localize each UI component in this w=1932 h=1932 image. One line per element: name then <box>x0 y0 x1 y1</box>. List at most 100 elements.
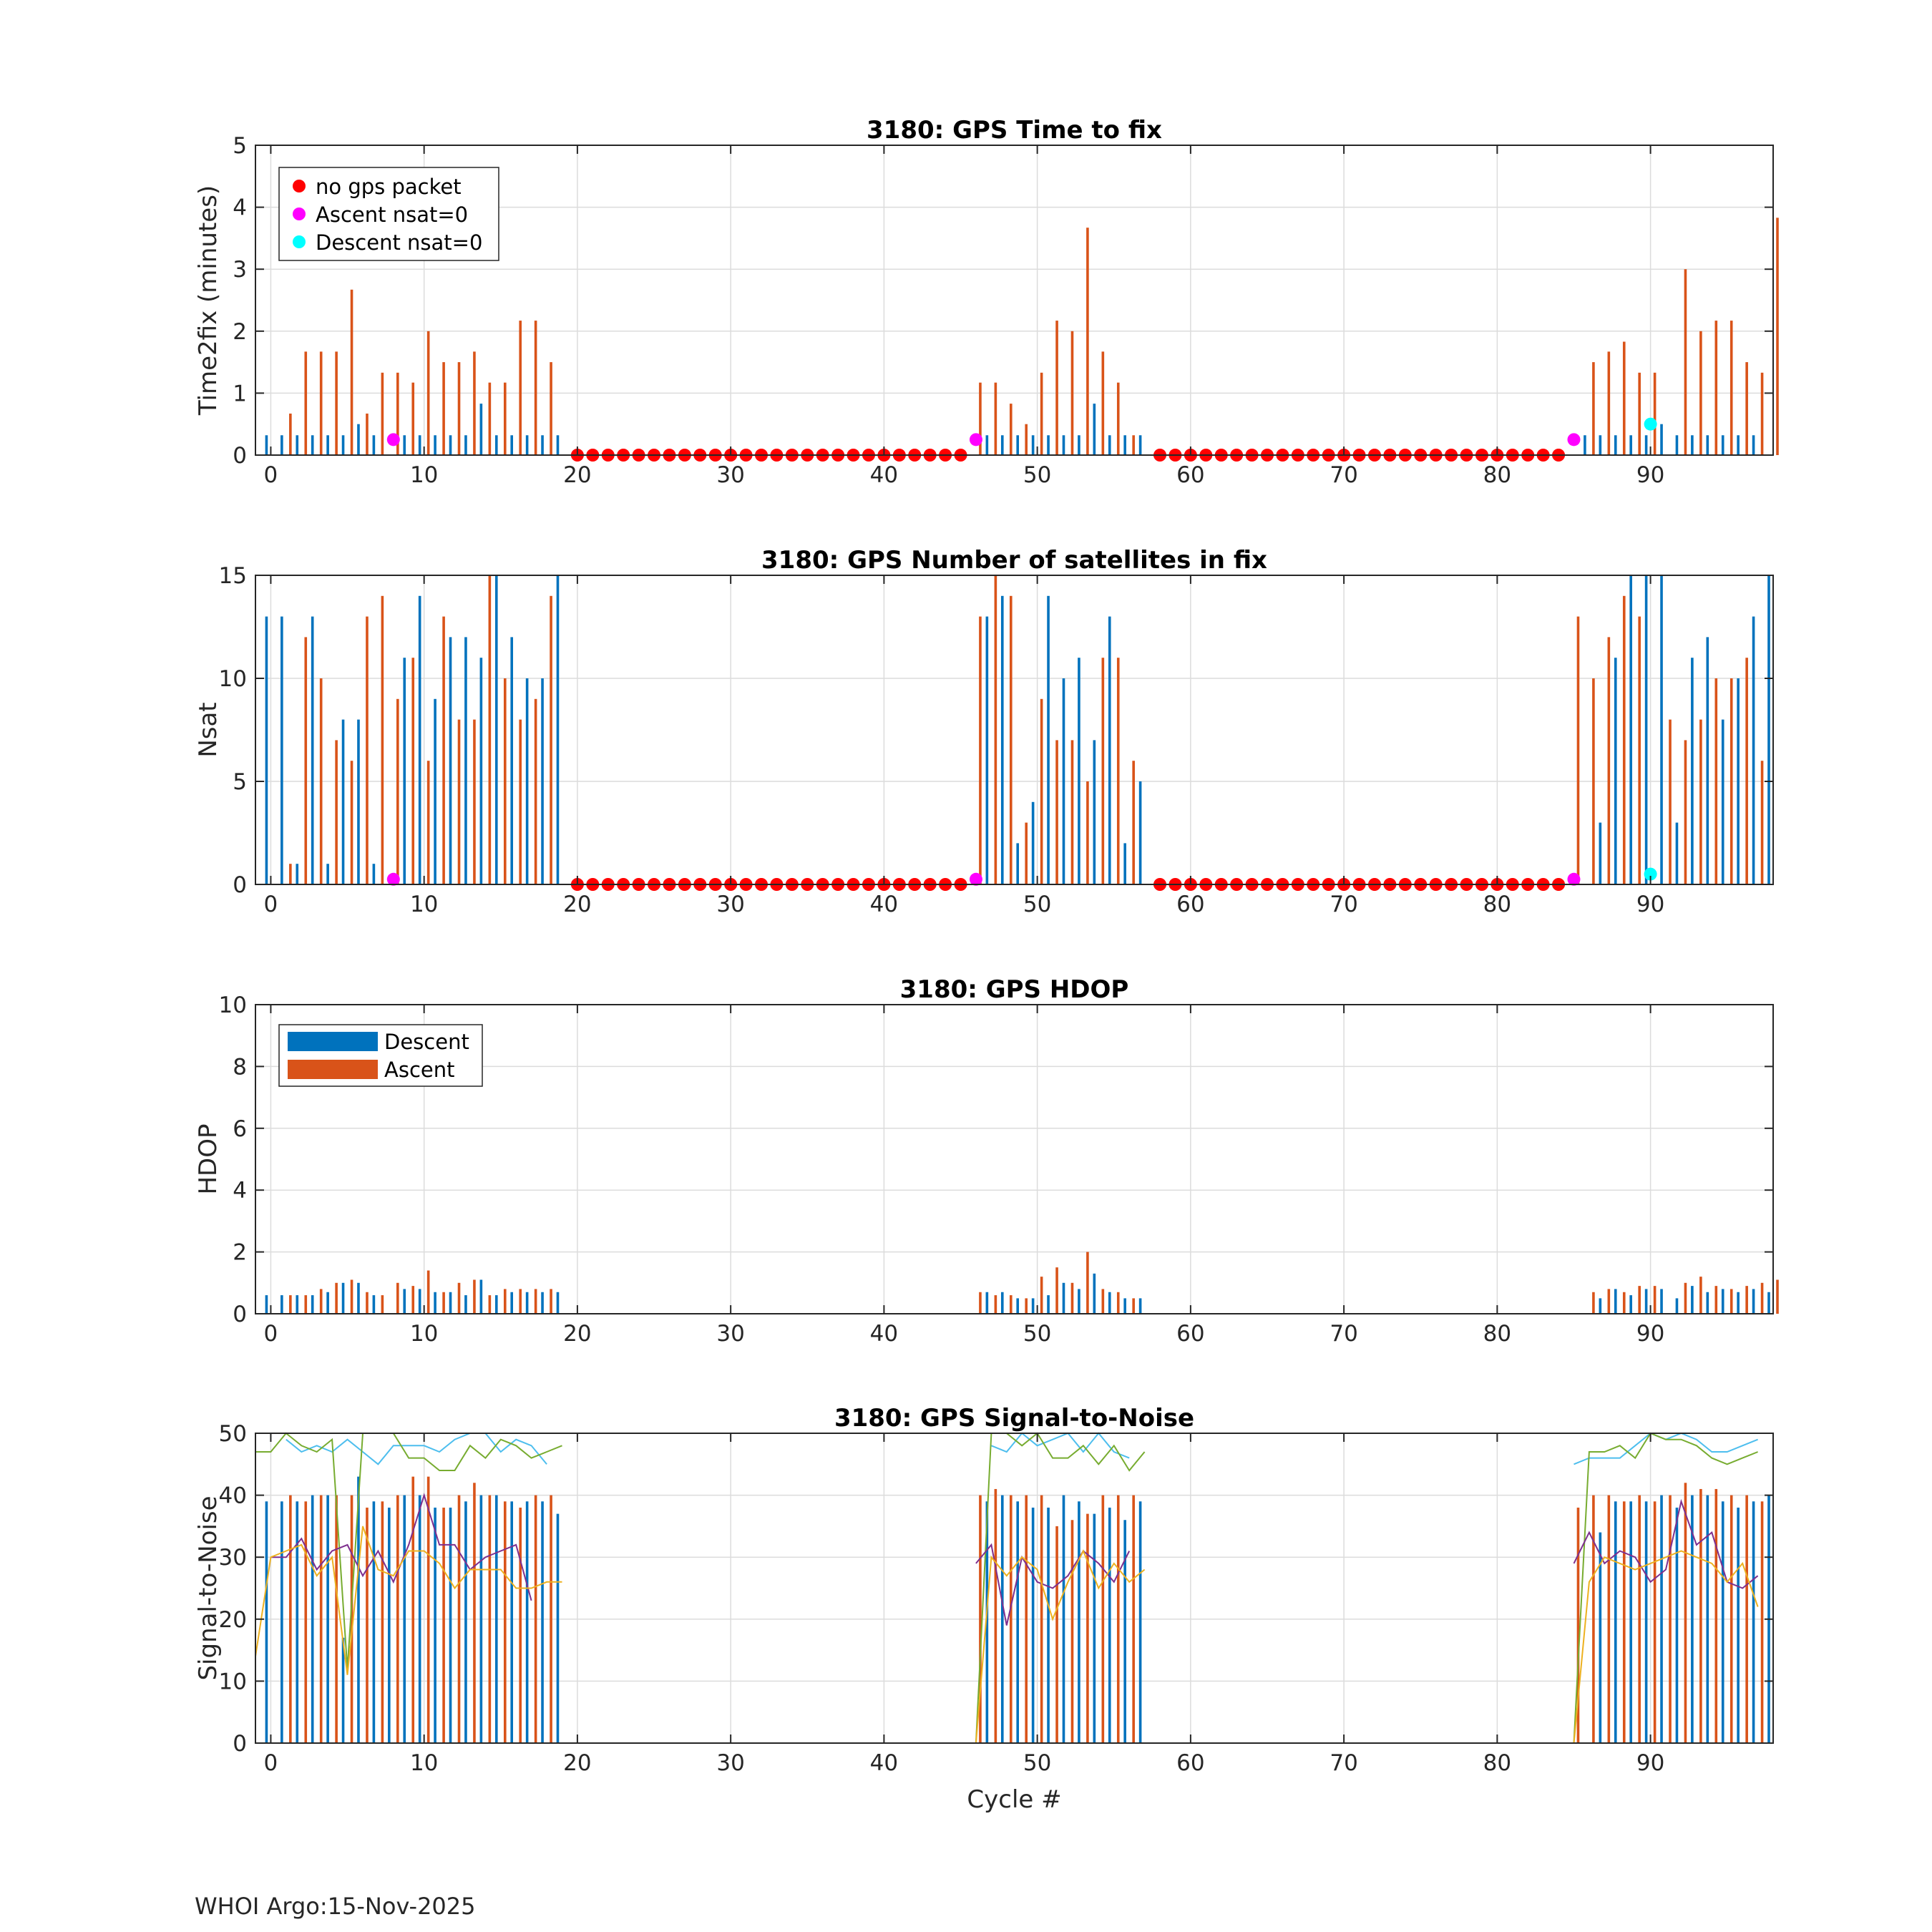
bar-ascent <box>1086 228 1089 455</box>
x-tick-label: 80 <box>1483 1321 1511 1347</box>
bar-ascent <box>473 719 476 884</box>
bar-descent <box>510 435 514 455</box>
x-tick-label: 90 <box>1636 892 1664 917</box>
bar-ascent <box>1653 1286 1657 1314</box>
bar-ascent <box>473 351 476 455</box>
x-tick-label: 80 <box>1483 462 1511 488</box>
y-tick-label: 6 <box>233 1116 247 1142</box>
bar-descent <box>541 1501 544 1743</box>
bar-ascent <box>1653 1501 1657 1743</box>
y-tick-label: 4 <box>233 1178 247 1204</box>
bar-ascent <box>396 1495 399 1743</box>
bar-descent <box>1047 435 1050 455</box>
x-tick-label: 10 <box>410 1750 438 1776</box>
bar-ascent <box>366 413 369 455</box>
x-tick-label: 30 <box>716 1321 744 1347</box>
bar-descent <box>479 1279 483 1314</box>
bar-descent <box>434 698 436 884</box>
bar-descent <box>1138 781 1142 884</box>
snr-line-green <box>255 1432 562 1669</box>
y-tick-label: 2 <box>233 319 247 345</box>
x-tick-label: 50 <box>1023 462 1051 488</box>
bar-descent <box>1675 435 1679 455</box>
bar-ascent <box>1622 341 1626 455</box>
bar-descent <box>1138 435 1142 455</box>
bar-ascent <box>381 1295 384 1314</box>
bar-descent <box>434 435 436 455</box>
bar-descent <box>296 435 299 455</box>
bar-descent <box>1031 1298 1035 1314</box>
marker-descent-nsat0 <box>1644 417 1657 431</box>
panel-1: 0 10 20 30 40 50 60 70 80 90 0 1 2 3 4 5 3180: GPS Time … <box>194 116 1779 488</box>
y-tick-label: 5 <box>233 769 247 795</box>
bar-descent <box>1767 1292 1770 1314</box>
bar-descent <box>1138 1501 1142 1743</box>
bar-descent <box>296 864 299 884</box>
bar-descent <box>494 1295 498 1314</box>
bar-ascent <box>550 1289 552 1314</box>
x-tick-label: 20 <box>563 892 591 917</box>
bar-ascent <box>335 1495 338 1743</box>
bar-ascent <box>426 1270 430 1314</box>
bar-ascent <box>350 1279 353 1314</box>
x-tick-label: 50 <box>1023 1321 1051 1347</box>
bar-ascent <box>1607 1289 1611 1314</box>
snr-line-cyan-2 <box>991 1432 1130 1459</box>
bar-ascent <box>1040 698 1043 884</box>
bar-ascent <box>534 1289 537 1314</box>
bar-ascent <box>366 1507 369 1743</box>
bar-ascent <box>1776 1279 1779 1314</box>
bar-descent <box>1629 1501 1632 1743</box>
bar-descent <box>1660 575 1663 884</box>
bar-ascent <box>1576 616 1580 884</box>
bar-descent <box>357 1476 360 1743</box>
bar-ascent <box>304 637 308 884</box>
y-tick-label: 0 <box>233 1302 247 1327</box>
bar-descent <box>1737 435 1740 455</box>
y-tick-label: 15 <box>219 563 247 589</box>
bar-ascent <box>1055 1526 1058 1743</box>
bar-descent <box>403 658 406 884</box>
bar-ascent <box>1025 1298 1028 1314</box>
x-tick-label: 40 <box>870 1750 898 1776</box>
bar-descent <box>326 1292 329 1314</box>
x-tick-label: 70 <box>1330 1321 1357 1347</box>
y-tick-label: 10 <box>219 992 247 1018</box>
bar-ascent <box>381 1501 384 1743</box>
bar-ascent <box>519 1289 522 1314</box>
y-tick-label: 10 <box>219 1669 247 1694</box>
x-tick-label: 30 <box>716 1750 744 1776</box>
bar-ascent <box>1132 435 1135 455</box>
bar-descent <box>1047 1507 1050 1743</box>
bar-descent <box>388 1507 391 1743</box>
bar-ascent <box>1699 1488 1702 1743</box>
bar-ascent <box>1086 1252 1089 1314</box>
bar-ascent <box>473 1483 476 1743</box>
bar-ascent <box>1729 321 1733 455</box>
bar-ascent <box>304 1295 308 1314</box>
x-tick-label: 0 <box>264 1750 278 1776</box>
bar-descent <box>985 1501 989 1743</box>
bar-ascent <box>1684 1282 1687 1314</box>
bar-descent <box>1093 1273 1096 1314</box>
y-tick-label: 0 <box>233 872 247 898</box>
bar-ascent <box>319 1495 323 1743</box>
bar-ascent <box>457 1495 461 1743</box>
bar-descent <box>280 435 283 455</box>
chart-title: 3180: GPS Number of satellites in fix <box>761 546 1267 575</box>
bar-ascent <box>994 382 997 455</box>
bar-ascent <box>457 1282 461 1314</box>
bar-descent <box>1078 1289 1080 1314</box>
bar-descent <box>1016 843 1020 884</box>
bar-descent <box>1721 719 1724 884</box>
bar-ascent <box>289 864 292 884</box>
bar-ascent <box>1745 658 1748 884</box>
bar-descent <box>265 616 268 884</box>
bar-descent <box>1599 822 1602 884</box>
bar-ascent <box>426 331 430 455</box>
bar-descent <box>372 435 376 455</box>
bar-descent <box>1737 678 1740 884</box>
x-tick-label: 90 <box>1636 1321 1664 1347</box>
bar-descent <box>449 637 452 884</box>
bar-descent <box>1691 435 1694 455</box>
